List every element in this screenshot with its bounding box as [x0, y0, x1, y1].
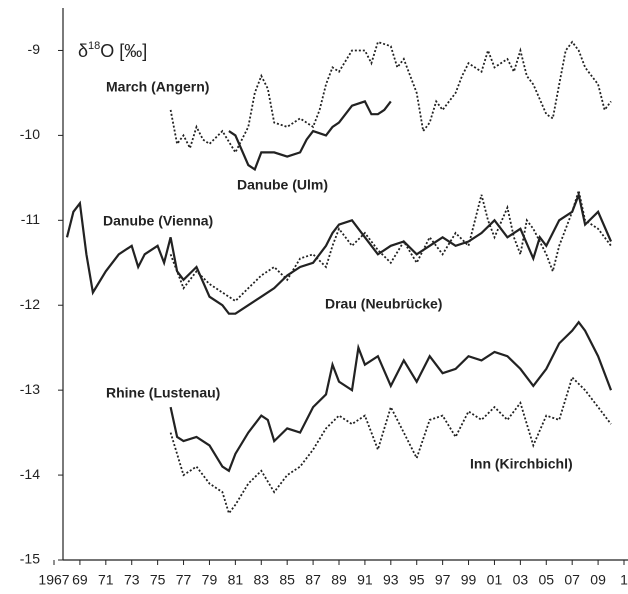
x-tick-label: 07: [564, 572, 580, 588]
x-tick-label: 01: [487, 572, 503, 588]
x-tick-label: 87: [305, 572, 321, 588]
x-tick-label: 93: [383, 572, 399, 588]
series-line: [169, 375, 612, 516]
series-line: [65, 190, 613, 315]
y-tick-label: -11: [21, 211, 40, 227]
y-tick-label: -14: [20, 466, 40, 482]
x-tick-label: 1967: [38, 572, 69, 588]
x-tick-label: 91: [357, 572, 373, 588]
y-tick-label: -12: [20, 296, 40, 312]
y-label-rest: O [‰]: [100, 41, 147, 61]
y-tick-label: -10: [20, 126, 40, 142]
x-tick-label: 75: [150, 572, 166, 588]
x-tick-label: 85: [279, 572, 295, 588]
x-tick-label: 73: [124, 572, 140, 588]
series-label: Rhine (Lustenau): [106, 385, 220, 401]
x-tick-label: 81: [228, 572, 244, 588]
x-tick-label: 1: [620, 572, 628, 588]
series-label: Inn (Kirchbichl): [470, 456, 573, 472]
y-label-delta: δ: [78, 41, 88, 61]
x-tick-label: 03: [513, 572, 529, 588]
x-tick-label: 05: [538, 572, 554, 588]
x-tick-label: 77: [176, 572, 192, 588]
x-tick-label: 89: [331, 572, 347, 588]
series-label: March (Angern): [106, 79, 209, 95]
x-tick-label: 71: [98, 572, 114, 588]
series-line: [169, 187, 612, 303]
x-tick-label: 79: [202, 572, 218, 588]
x-tick-label: 99: [461, 572, 477, 588]
x-tick-label: 09: [590, 572, 606, 588]
series-label: Danube (Ulm): [237, 177, 328, 193]
series-label: Drau (Neubrücke): [325, 296, 442, 312]
series-line: [169, 320, 613, 473]
y-tick-label: -13: [20, 381, 40, 397]
x-tick-label: 69: [72, 572, 88, 588]
x-tick-label: 97: [435, 572, 451, 588]
x-tick-label: 83: [253, 572, 269, 588]
y-label-sup: 18: [88, 40, 100, 52]
series-label: Danube (Vienna): [103, 213, 213, 229]
series-line: [228, 100, 392, 172]
y-tick-label: -9: [28, 41, 41, 57]
y-tick-label: -15: [20, 551, 40, 567]
y-axis-label: δ18O [‰]: [78, 40, 147, 61]
x-tick-label: 95: [409, 572, 425, 588]
